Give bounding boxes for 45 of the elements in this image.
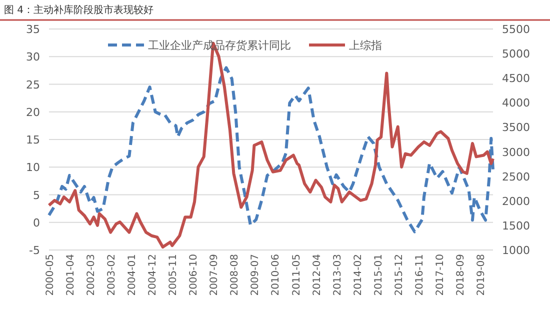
x-tick-label: 2000-05 <box>45 254 56 296</box>
chart-title: 图 4：主动补库阶段股市表现较好 <box>4 4 154 16</box>
y2-tick-label: 5000 <box>502 48 530 61</box>
x-tick-label: 2013-03 <box>332 254 344 296</box>
y2-tick-label: 2500 <box>502 170 530 184</box>
x-tick-label: 2003-02 <box>106 254 118 296</box>
x-tick-label: 2008-08 <box>230 254 241 296</box>
y2-tick-label: 2000 <box>502 194 530 208</box>
x-tick-label: 2017-10 <box>434 254 446 296</box>
y2-tick-label: 1000 <box>502 244 530 257</box>
y-tick-label: 30 <box>26 50 40 64</box>
y2-tick-label: 1500 <box>502 219 530 232</box>
x-tick-label: 2014-02 <box>352 254 364 296</box>
x-tick-label: 2004-01 <box>127 254 138 296</box>
x-tick-label: 2006-10 <box>188 254 200 296</box>
x-tick-label: 2019-08 <box>476 254 487 296</box>
x-tick-label: 2005-11 <box>168 254 180 296</box>
x-tick-label: 2004-12 <box>148 254 159 296</box>
legend-label: 上综指 <box>349 39 382 52</box>
y2-tick-label: 3500 <box>502 121 530 134</box>
y-tick-label: 20 <box>26 106 40 119</box>
y2-tick-label: 3000 <box>502 146 530 159</box>
y-tick-label: 0 <box>33 216 40 230</box>
x-tick-label: 2002-03 <box>86 254 98 296</box>
y-tick-label: 15 <box>26 134 40 146</box>
y-tick-label: -5 <box>29 244 40 257</box>
line-series <box>48 42 494 249</box>
y-tick-label: 35 <box>26 23 40 36</box>
y-tick-label: 25 <box>26 78 40 92</box>
x-tick-label: 2010-06 <box>270 254 282 296</box>
y2-tick-label: 4000 <box>502 96 530 110</box>
y2-tick-label: 4500 <box>502 72 530 86</box>
x-tick-label: 2009-07 <box>250 254 262 296</box>
x-tick-label: 2018-09 <box>455 254 466 296</box>
x-tick-label: 2012-04 <box>312 254 323 296</box>
x-tick-label: 2007-09 <box>209 254 220 296</box>
line-series <box>48 66 494 234</box>
x-tick-label: 2016-11 <box>414 254 426 296</box>
x-tick-label: 2015-12 <box>394 254 405 296</box>
y-tick-label: 10 <box>26 161 40 174</box>
y-tick-label: 5 <box>33 188 40 202</box>
x-tick-label: 2015-01 <box>373 254 384 296</box>
x-tick-label: 2011-05 <box>291 254 302 296</box>
x-tick-label: 2001-04 <box>66 254 77 296</box>
y2-tick-label: 5500 <box>502 23 530 36</box>
